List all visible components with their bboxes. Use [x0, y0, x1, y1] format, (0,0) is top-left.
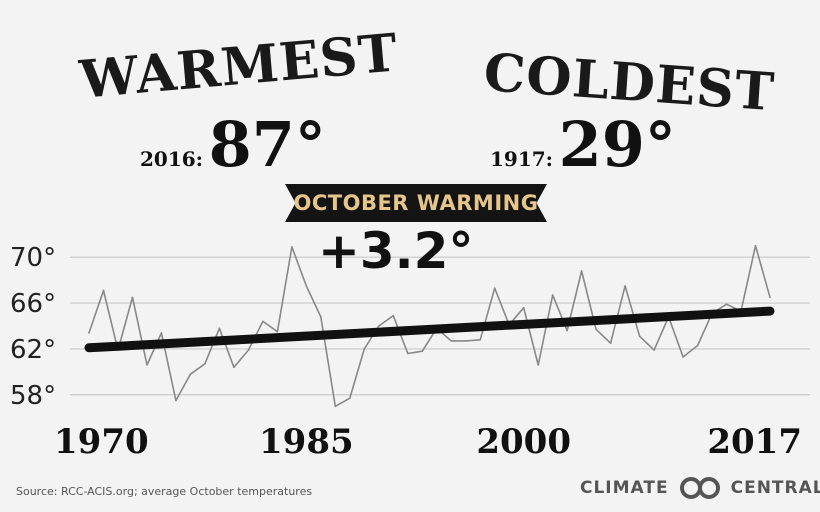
coldest-value: 29° — [558, 108, 676, 181]
y-axis-ticks: 58° 62° 66° 70° — [10, 243, 56, 411]
data-point — [349, 397, 351, 400]
data-point — [493, 287, 496, 289]
y-tick-label: 66° — [10, 289, 56, 319]
data-point — [682, 356, 684, 358]
x-tick-label: 2017 — [707, 422, 802, 462]
data-point — [334, 405, 337, 408]
coldest-year: 1917: — [490, 147, 554, 171]
data-point — [624, 285, 626, 287]
y-tick-label: 62° — [10, 335, 56, 365]
data-point — [537, 364, 539, 366]
trend-line — [84, 306, 775, 353]
data-point — [291, 246, 293, 248]
data-point — [696, 344, 699, 347]
warmest-record: 2016: 87° — [140, 108, 326, 181]
data-point — [88, 332, 90, 334]
data-point — [725, 303, 728, 306]
climate-central-logo: CLIMATE CENTRAL — [580, 476, 820, 500]
data-point — [247, 349, 250, 351]
coldest-record: 1917: 29° — [490, 108, 676, 181]
data-point — [204, 363, 206, 365]
banner-label: OCTOBER WARMING — [293, 191, 539, 215]
data-point — [595, 328, 597, 331]
logo-text-right: CENTRAL — [730, 478, 820, 498]
y-tick-label: 70° — [10, 243, 56, 273]
data-point — [320, 316, 322, 318]
data-point — [363, 348, 366, 350]
chart-grid — [70, 256, 810, 396]
y-tick-label: 58° — [10, 381, 56, 411]
chart-series — [84, 244, 775, 408]
source-note: Source: RCC-ACIS.org; average October te… — [16, 485, 313, 498]
data-point — [146, 364, 148, 366]
data-point — [233, 366, 235, 369]
data-point — [638, 335, 641, 338]
october-warming-banner: OCTOBER WARMING — [285, 184, 547, 222]
x-tick-label: 1985 — [259, 422, 354, 462]
data-point — [754, 244, 757, 247]
data-point — [450, 340, 453, 342]
linked-circles-icon — [679, 477, 720, 499]
data-point — [522, 306, 525, 309]
data-point — [609, 342, 612, 345]
data-point — [218, 327, 221, 330]
data-point — [377, 325, 380, 327]
data-point — [653, 349, 655, 351]
data-point — [392, 314, 395, 317]
x-tick-label: 1970 — [54, 422, 149, 462]
data-point — [131, 296, 134, 299]
data-point — [551, 294, 554, 296]
data-point — [262, 320, 264, 323]
temperature-chart: 58° 62° 66° 70° 1970 1985 2000 2017 — [10, 243, 810, 462]
x-axis-ticks: 1970 1985 2000 2017 — [54, 422, 802, 462]
data-point — [464, 340, 467, 342]
data-point — [276, 330, 279, 333]
data-point — [160, 332, 163, 334]
temperature-line — [88, 244, 771, 408]
data-point — [421, 350, 424, 353]
data-point — [769, 296, 771, 299]
logo-text-left: CLIMATE — [580, 478, 669, 498]
data-point — [479, 338, 482, 341]
data-point — [305, 285, 308, 287]
x-tick-label: 2000 — [476, 422, 571, 462]
data-point — [175, 399, 177, 402]
warmest-value: 87° — [208, 108, 326, 181]
data-point — [102, 289, 105, 292]
data-point — [566, 329, 568, 332]
data-point — [189, 373, 192, 375]
data-point — [406, 352, 409, 355]
warming-change-value: +3.2° — [318, 222, 474, 280]
data-point — [580, 270, 583, 272]
warmest-year: 2016: — [140, 147, 204, 171]
